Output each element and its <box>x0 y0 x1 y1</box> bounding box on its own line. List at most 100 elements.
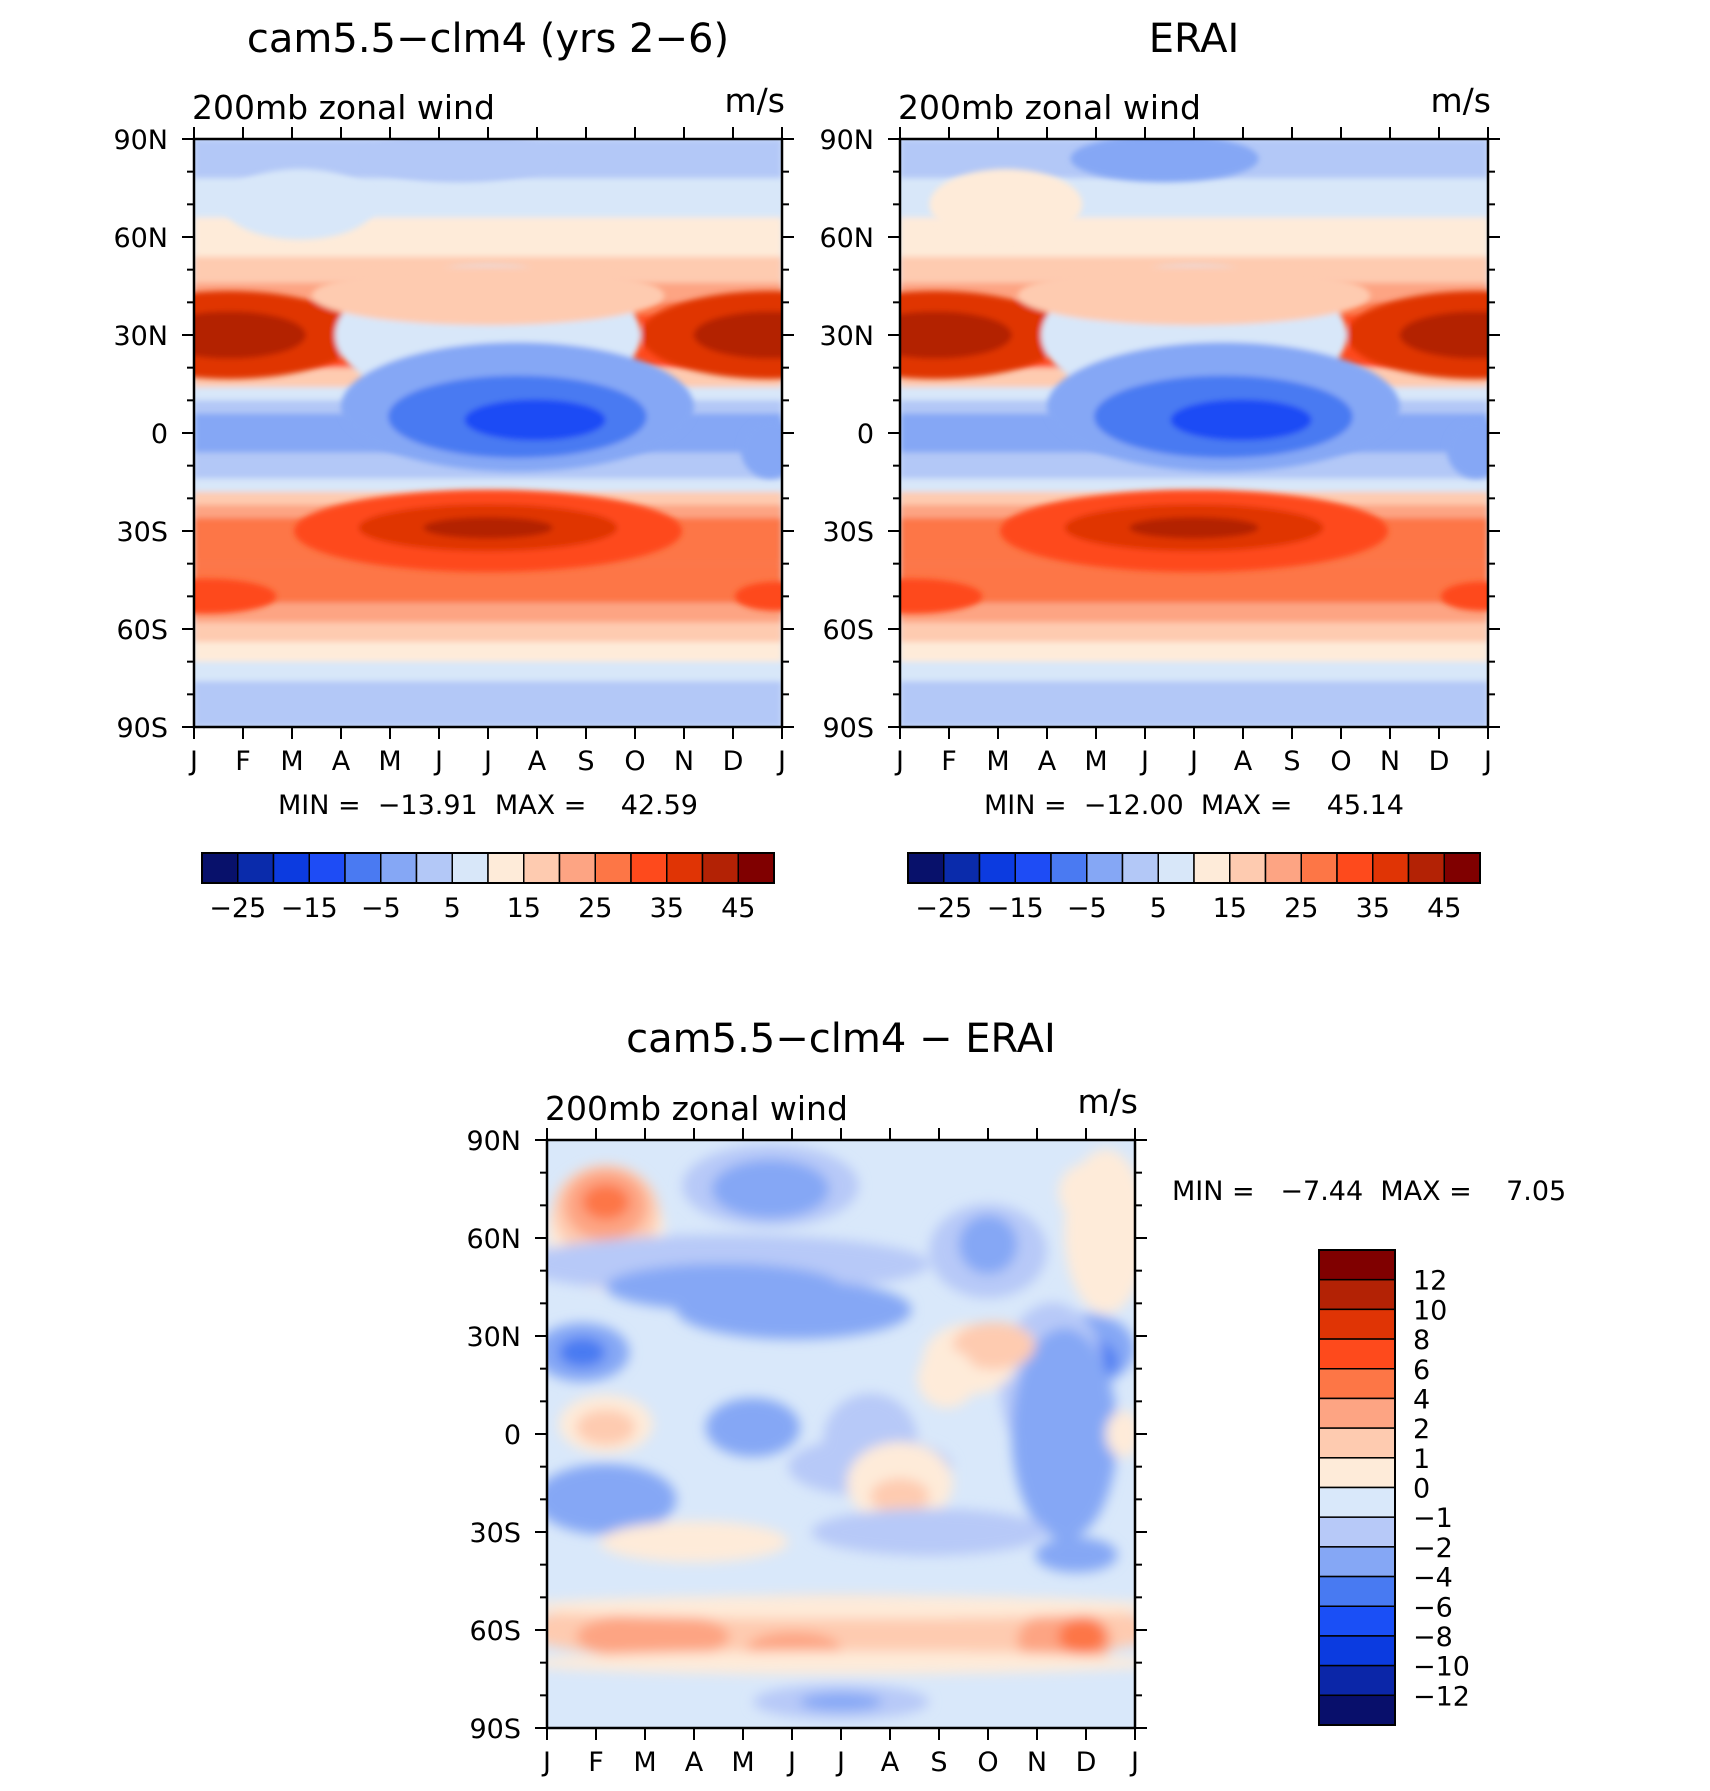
sh-jet-core <box>1129 517 1259 539</box>
nh-polar-cool <box>364 139 553 183</box>
colorbar-swatch <box>737 852 775 884</box>
difference-blob <box>582 1184 630 1220</box>
y-tick-label: 90S <box>117 713 169 744</box>
colorbar-swatch <box>630 852 668 884</box>
colorbar-swatch <box>1318 1664 1396 1697</box>
dec-easterly <box>740 419 782 479</box>
x-tick-label: J <box>1482 746 1492 777</box>
panel-difference-title: cam5.5−clm4 − ERAI <box>626 1016 1056 1062</box>
x-tick-label: J <box>482 746 492 777</box>
x-tick-label: M <box>986 746 1009 777</box>
colorbar-swatch <box>1157 852 1195 884</box>
y-tick-label: 30S <box>117 517 169 548</box>
colorbar-label: 5 <box>1150 893 1167 924</box>
y-tick-label: 60S <box>823 615 875 646</box>
colorbar-label: 4 <box>1413 1384 1430 1415</box>
x-tick-label: S <box>577 746 594 777</box>
x-tick-label: A <box>332 746 351 777</box>
y-tick-label: 60S <box>117 615 169 646</box>
y-tick-label: 60N <box>819 223 874 254</box>
colorbar-swatch <box>1407 852 1445 884</box>
sh-polar-jet-west <box>900 578 983 614</box>
difference-blob <box>917 1349 977 1408</box>
band <box>194 661 782 682</box>
y-tick-label: 30S <box>823 517 875 548</box>
dec-easterly <box>1446 419 1488 479</box>
colorbar-swatch <box>1050 852 1088 884</box>
difference-blob <box>1105 1410 1135 1458</box>
x-tick-label: D <box>1429 746 1450 777</box>
panel-difference-units-label: m/s <box>1078 1082 1138 1121</box>
colorbar-label: 35 <box>650 893 684 924</box>
sh-polar-jet-east <box>734 581 782 612</box>
colorbar-frame <box>907 852 1481 884</box>
difference-features <box>547 1144 1135 1720</box>
y-tick-label: 0 <box>151 419 168 450</box>
difference-blob <box>547 1650 1135 1675</box>
colorbar-label: 12 <box>1413 1266 1447 1297</box>
colorbar-swatch <box>344 852 382 884</box>
colorbar-swatch <box>1318 1546 1396 1578</box>
colorbar-frame <box>201 852 775 884</box>
colorbar-label: −5 <box>1067 893 1107 924</box>
difference-blob <box>1035 1537 1118 1573</box>
difference-blob <box>576 1613 730 1661</box>
x-tick-label: J <box>776 746 786 777</box>
sh-polar-jet-east <box>1440 581 1488 612</box>
y-tick-label: 90S <box>823 713 875 744</box>
x-tick-label: F <box>588 1747 604 1778</box>
colorbar-swatch <box>1318 1635 1396 1667</box>
x-tick-label: M <box>731 1747 754 1778</box>
x-tick-label: O <box>1330 746 1351 777</box>
difference-blob <box>799 1693 883 1711</box>
x-tick-label: J <box>835 1747 845 1778</box>
nh-polar-cool <box>1070 139 1259 183</box>
band <box>900 681 1488 727</box>
colorbar-label: 15 <box>1213 893 1247 924</box>
colorbar-label: 25 <box>578 893 612 924</box>
x-tick-label: F <box>235 746 251 777</box>
colorbar-label: 0 <box>1413 1474 1430 1505</box>
panel-difference-variable-label: 200mb zonal wind <box>545 1089 848 1128</box>
panel-model-minmax: MIN = −13.91 MAX = 42.59 <box>278 790 698 821</box>
x-tick-label: S <box>930 1747 947 1778</box>
difference-blob <box>547 1595 1135 1619</box>
x-tick-label: M <box>633 1747 656 1778</box>
colorbar-swatch <box>1318 1694 1396 1726</box>
nh-jet-max <box>1399 311 1488 359</box>
panel-reanalysis-units-label: m/s <box>1431 81 1491 120</box>
y-tick-label: 60N <box>113 223 168 254</box>
colorbar-swatch <box>1264 852 1302 884</box>
y-tick-label: 90N <box>113 125 168 156</box>
colorbar-swatch <box>451 852 489 884</box>
x-tick-label: N <box>1380 746 1400 777</box>
nh-summer-jet <box>311 266 665 326</box>
difference-blob <box>870 1478 930 1514</box>
nh-polar-feature <box>223 169 377 240</box>
colorbar-swatch <box>1318 1427 1396 1459</box>
colorbar-label: 2 <box>1413 1414 1430 1445</box>
easterly-core <box>464 399 606 441</box>
y-tick-label: 30N <box>113 321 168 352</box>
colorbar-swatch <box>1318 1338 1396 1370</box>
nh-jet-max <box>900 311 1012 359</box>
colorbar-swatch <box>1121 852 1159 884</box>
panel-model-title: cam5.5−clm4 (yrs 2−6) <box>247 16 729 62</box>
colorbar-label: 35 <box>1356 893 1390 924</box>
colorbar-swatch <box>1193 852 1231 884</box>
colorbar-label: −25 <box>209 893 266 924</box>
difference-blob <box>599 1521 789 1563</box>
colorbar-swatch <box>415 852 453 884</box>
colorbar-label: 25 <box>1284 893 1318 924</box>
band <box>900 622 1488 643</box>
panel-reanalysis-title: ERAI <box>1149 16 1240 62</box>
band <box>900 602 1488 623</box>
x-tick-label: M <box>1084 746 1107 777</box>
colorbar-swatch <box>1318 1278 1396 1311</box>
panel-reanalysis: ERAI 200mb zonal wind m/s J F M A M J J A S O N D J9… <box>819 16 1500 924</box>
panel-model: cam5.5−clm4 (yrs 2−6) 200mb zonal wind m… <box>113 16 794 924</box>
panel-model-units-label: m/s <box>725 81 785 120</box>
nh-summer-jet <box>1017 266 1371 326</box>
